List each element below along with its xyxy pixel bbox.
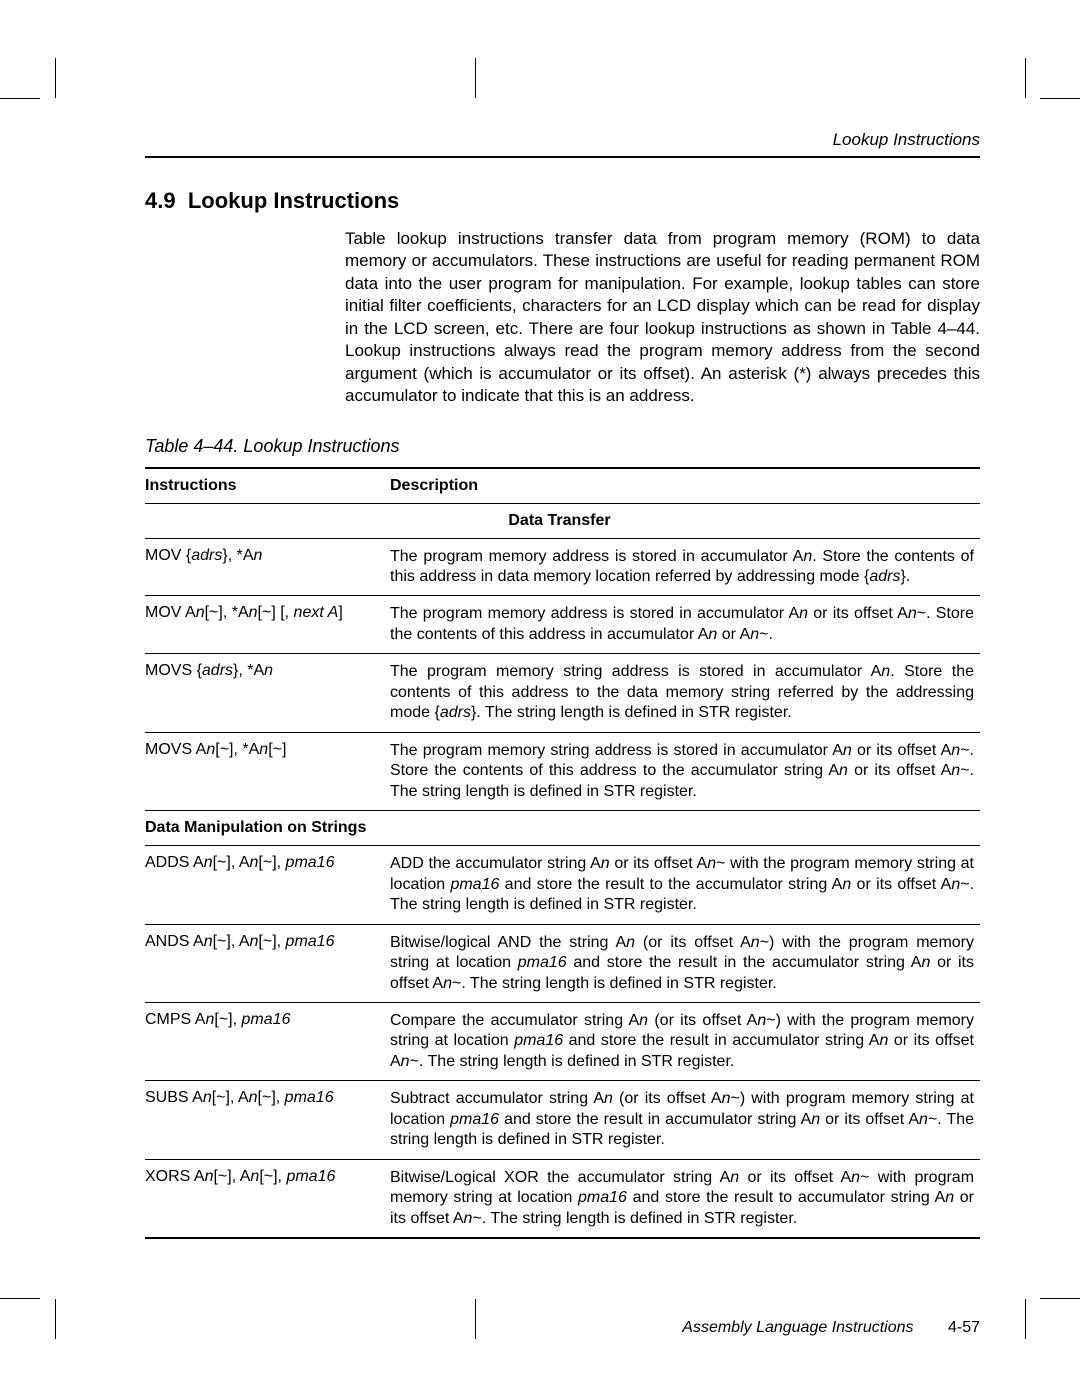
table-row: SUBS An[~], An[~], pma16 Subtract accumu… bbox=[145, 1081, 980, 1159]
cell-description: Bitwise/logical AND the string An (or it… bbox=[390, 924, 980, 1002]
col-header-instructions: Instructions bbox=[145, 468, 390, 504]
trim-mark bbox=[475, 1299, 476, 1339]
cell-instruction: CMPS An[~], pma16 bbox=[145, 1003, 390, 1081]
lookup-instructions-table: Instructions Description Data Transfer M… bbox=[145, 467, 980, 1240]
cell-description: The program memory string address is sto… bbox=[390, 732, 980, 810]
table-row: MOV {adrs}, *An The program memory addre… bbox=[145, 538, 980, 596]
trim-mark bbox=[1025, 58, 1026, 98]
cell-instruction: MOV An[~], *An[~] [, next A] bbox=[145, 596, 390, 654]
cell-description: Bitwise/Logical XOR the accumulator stri… bbox=[390, 1159, 980, 1238]
trim-mark bbox=[55, 58, 56, 98]
table-section-data-manipulation: Data Manipulation on Strings bbox=[145, 811, 980, 846]
table-caption: Table 4–44. Lookup Instructions bbox=[145, 436, 980, 457]
table-row: MOVS {adrs}, *An The program memory stri… bbox=[145, 654, 980, 732]
trim-mark bbox=[1025, 1299, 1026, 1339]
trim-mark bbox=[0, 1298, 40, 1299]
trim-mark bbox=[475, 58, 476, 98]
trim-mark bbox=[55, 1299, 56, 1339]
section-intro: Table lookup instructions transfer data … bbox=[345, 228, 980, 408]
running-head: Lookup Instructions bbox=[145, 130, 980, 156]
cell-instruction: MOVS An[~], *An[~] bbox=[145, 732, 390, 810]
cell-instruction: MOV {adrs}, *An bbox=[145, 538, 390, 596]
cell-description: The program memory address is stored in … bbox=[390, 596, 980, 654]
table-row: MOV An[~], *An[~] [, next A] The program… bbox=[145, 596, 980, 654]
table-section-data-transfer: Data Transfer bbox=[145, 503, 980, 538]
section-heading: 4.9 Lookup Instructions bbox=[145, 188, 980, 214]
cell-description: ADD the accumulator string An or its off… bbox=[390, 846, 980, 924]
cell-instruction: SUBS An[~], An[~], pma16 bbox=[145, 1081, 390, 1159]
page-footer: Assembly Language Instructions 4-57 bbox=[682, 1319, 980, 1337]
col-header-description: Description bbox=[390, 468, 980, 504]
cell-description: Subtract accumulator string An (or its o… bbox=[390, 1081, 980, 1159]
table-row: CMPS An[~], pma16 Compare the accumulato… bbox=[145, 1003, 980, 1081]
trim-mark bbox=[1040, 1298, 1080, 1299]
table-row: ADDS An[~], An[~], pma16 ADD the accumul… bbox=[145, 846, 980, 924]
cell-instruction: ADDS An[~], An[~], pma16 bbox=[145, 846, 390, 924]
table-row: XORS An[~], An[~], pma16 Bitwise/Logical… bbox=[145, 1159, 980, 1238]
page: Lookup Instructions 4.9 Lookup Instructi… bbox=[0, 0, 1080, 1397]
cell-instruction: XORS An[~], An[~], pma16 bbox=[145, 1159, 390, 1238]
section-number: 4.9 bbox=[145, 188, 176, 213]
section-label: Data Transfer bbox=[145, 503, 980, 538]
cell-description: The program memory string address is sto… bbox=[390, 654, 980, 732]
cell-description: The program memory address is stored in … bbox=[390, 538, 980, 596]
cell-instruction: ANDS An[~], An[~], pma16 bbox=[145, 924, 390, 1002]
cell-description: Compare the accumulator string An (or it… bbox=[390, 1003, 980, 1081]
section-label: Data Manipulation on Strings bbox=[145, 811, 980, 846]
table-row: MOVS An[~], *An[~] The program memory st… bbox=[145, 732, 980, 810]
footer-page: 4-57 bbox=[948, 1319, 980, 1336]
cell-instruction: MOVS {adrs}, *An bbox=[145, 654, 390, 732]
table-row: ANDS An[~], An[~], pma16 Bitwise/logical… bbox=[145, 924, 980, 1002]
trim-mark bbox=[0, 98, 40, 99]
trim-mark bbox=[1040, 98, 1080, 99]
table-header-row: Instructions Description bbox=[145, 468, 980, 504]
section-title-text: Lookup Instructions bbox=[188, 188, 399, 213]
header-rule bbox=[145, 156, 980, 158]
footer-title: Assembly Language Instructions bbox=[682, 1319, 913, 1336]
